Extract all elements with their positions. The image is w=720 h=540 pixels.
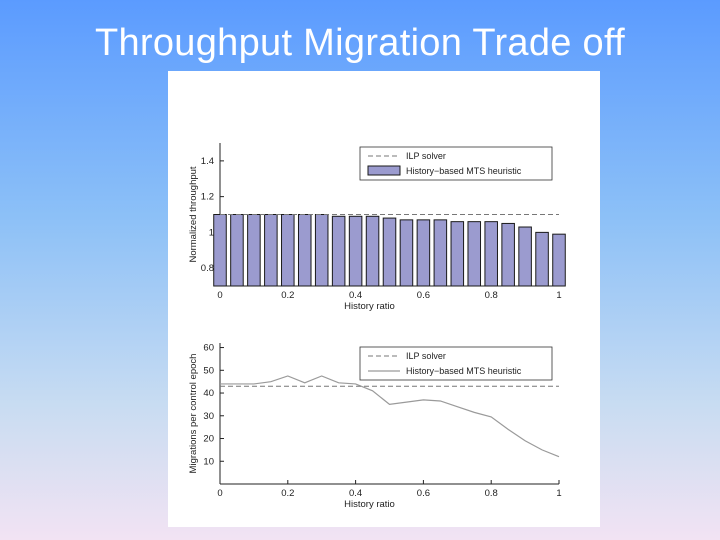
chart2-legend-heuristic-label: History−based MTS heuristic <box>406 366 522 376</box>
chart1-bar <box>518 226 532 287</box>
chart2-x-tick-label: 0.6 <box>417 488 430 499</box>
chart2-y-tick-label: 50 <box>203 365 214 376</box>
chart2-y-tick-label: 10 <box>203 456 214 467</box>
chart2-x-tick-label: 1 <box>556 488 561 499</box>
chart1-x-tick-label: 0.4 <box>349 290 362 301</box>
chart1-bar <box>416 219 431 287</box>
chart1-x-axis-label: History ratio <box>344 301 395 312</box>
chart1-legend-ilp-label: ILP solver <box>406 151 446 161</box>
chart2-x-axis-label: History ratio <box>344 499 395 510</box>
chart2-y-tick-label: 30 <box>203 411 214 422</box>
chart1-bar <box>247 214 261 287</box>
chart1-bar <box>535 231 549 287</box>
chart1-x-tick-label: 0.8 <box>485 290 498 301</box>
chart1-x-tick-label: 0 <box>217 290 222 301</box>
chart1-legend-heuristic-label: History−based MTS heuristic <box>406 166 522 176</box>
chart1-bar <box>382 217 397 287</box>
chart2-x-tick-label: 0.8 <box>485 488 498 499</box>
chart2-x-tick-label: 0.4 <box>349 488 362 499</box>
charts-svg: 0 0.2 0.4 0.6 0.8 1 0.8 1 1.2 1.4 History ratio Nor… <box>188 143 566 510</box>
chart1-y-axis-label: Normalized throughput <box>188 166 199 262</box>
chart1-bar <box>297 214 312 287</box>
chart1-bar <box>213 214 227 287</box>
chart2-y-tick-label: 20 <box>203 434 214 445</box>
chart1-bar <box>501 222 515 287</box>
slide-title: Throughput Migration Trade off <box>94 22 626 64</box>
chart2-legend-box <box>359 346 553 381</box>
chart1-bar <box>348 215 363 287</box>
chart1-bar <box>264 214 278 287</box>
chart2-y-axis-label: Migrations per control epoch <box>188 354 199 474</box>
chart1-legend-heuristic-swatch <box>367 165 401 176</box>
chart2-x-tick-label: 0.2 <box>281 488 294 499</box>
chart2-heuristic-line <box>220 375 560 458</box>
chart2-x-tick-label: 0 <box>217 488 222 499</box>
chart1-bar <box>365 215 380 287</box>
chart1-y-tick-label: 1 <box>209 227 214 238</box>
chart1-bar <box>467 221 482 287</box>
chart2-legend-ilp-label: ILP solver <box>406 351 446 361</box>
chart1-y-tick-label: 1.4 <box>201 156 214 167</box>
chart2-y-tick-label: 40 <box>203 388 214 399</box>
chart1-bar <box>552 233 566 287</box>
chart1-bar <box>484 221 498 287</box>
chart1-bar <box>331 215 346 287</box>
chart1-bar <box>314 214 329 287</box>
chart1-bar <box>433 219 448 287</box>
chart1-x-tick-label: 0.2 <box>281 290 294 301</box>
chart1-y-tick-label: 1.2 <box>201 192 214 203</box>
chart1-bar <box>281 214 295 287</box>
chart1-x-tick-label: 1 <box>556 290 561 301</box>
chart1-x-tick-label: 0.6 <box>417 290 430 301</box>
chart1-bar <box>450 221 465 287</box>
chart1-bar <box>230 214 244 287</box>
chart2-y-tick-label: 60 <box>203 343 214 354</box>
chart1-y-tick-label: 0.8 <box>201 263 214 274</box>
chart1-bar <box>399 219 414 287</box>
figure-panel: 0 0.2 0.4 0.6 0.8 1 0.8 1 1.2 1.4 History ratio Nor… <box>168 71 600 527</box>
